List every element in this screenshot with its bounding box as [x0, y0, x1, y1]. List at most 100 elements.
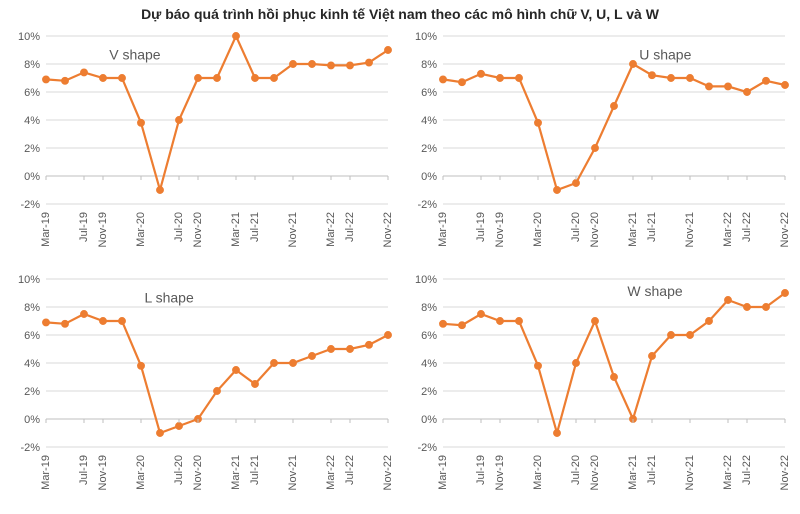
data-point [630, 61, 636, 67]
x-tick-label: Jul-22 [741, 455, 753, 485]
data-point [252, 381, 258, 387]
y-tick-label: 4% [24, 115, 40, 127]
data-point [478, 71, 484, 77]
data-point [214, 388, 220, 394]
data-point [668, 332, 674, 338]
data-point [119, 318, 125, 324]
panel-v-shape: -2%0%2%4%6%8%10%Mar-19Jul-19Nov-19Mar-20… [8, 28, 395, 265]
x-tick-label: Jul-19 [78, 212, 90, 242]
subplot-title: V shape [109, 47, 161, 63]
data-point [366, 342, 372, 348]
x-tick-label: Nov-19 [494, 212, 506, 247]
x-tick-label: Jul-21 [249, 455, 261, 485]
data-point [573, 360, 579, 366]
data-point [366, 59, 372, 65]
data-point [649, 72, 655, 78]
x-tick-label: Nov-19 [494, 455, 506, 490]
y-tick-label: 0% [421, 171, 437, 183]
x-tick-label: Mar-21 [627, 212, 639, 247]
data-point [668, 75, 674, 81]
chart-grid: -2% 0% 2% 4% 6% 8% 10% Mar-19 Jul-19 Nov-19 Mar-20… [8, 28, 792, 508]
page-title: Dự báo quá trình hồi phục kinh tế Việt n… [8, 6, 792, 22]
y-tick-label: 10% [415, 31, 437, 43]
data-point [516, 318, 522, 324]
x-tick-label: Jul-21 [646, 212, 658, 242]
data-point [554, 430, 560, 436]
x-tick-label: Mar-21 [230, 212, 242, 247]
data-point [233, 367, 239, 373]
data-point [290, 61, 296, 67]
data-point [214, 75, 220, 81]
data-point [271, 75, 277, 81]
data-point [157, 430, 163, 436]
y-tick-label: -2% [20, 199, 40, 211]
data-point [763, 304, 769, 310]
data-point [592, 145, 598, 151]
data-point [782, 290, 788, 296]
y-tick-label: 8% [24, 302, 40, 314]
panel-u-shape: -2%0%2%4%6%8%10%Mar-19Jul-19Nov-19Mar-20… [405, 28, 792, 265]
y-tick-label: 8% [421, 59, 437, 71]
y-tick-label: 6% [24, 330, 40, 342]
x-tick-label: Nov-21 [287, 455, 299, 490]
x-tick-label: Mar-22 [722, 212, 734, 247]
x-tick-label: Nov-20 [192, 212, 204, 247]
y-tick-label: 6% [24, 87, 40, 99]
data-point [138, 363, 144, 369]
y-tick-label: -2% [20, 442, 40, 454]
x-tick-label: Nov-22 [779, 212, 791, 247]
data-point [347, 62, 353, 68]
y-tick-label: 2% [24, 386, 40, 398]
data-point [725, 83, 731, 89]
panel-l-shape: -2%0%2%4%6%8%10%Mar-19Jul-19Nov-19Mar-20… [8, 271, 395, 508]
data-point [62, 78, 68, 84]
data-point [271, 360, 277, 366]
data-point [176, 423, 182, 429]
data-point [687, 332, 693, 338]
x-tick-label: Jul-19 [475, 455, 487, 485]
data-point [649, 353, 655, 359]
data-point [478, 311, 484, 317]
data-point [440, 76, 446, 82]
x-tick-label: Jul-20 [570, 212, 582, 242]
x-tick-label: Mar-21 [627, 455, 639, 490]
x-tick-label: Jul-20 [570, 455, 582, 485]
x-tick-label: Nov-21 [287, 212, 299, 247]
data-point [252, 75, 258, 81]
y-tick-label: 2% [24, 143, 40, 155]
data-point [43, 76, 49, 82]
data-point [328, 62, 334, 68]
data-point [62, 321, 68, 327]
data-point [309, 61, 315, 67]
data-point [385, 332, 391, 338]
data-point [119, 75, 125, 81]
data-point [157, 187, 163, 193]
y-tick-label: 0% [421, 414, 437, 426]
y-tick-label: 4% [421, 358, 437, 370]
data-point [516, 75, 522, 81]
subplot-title: W shape [627, 283, 682, 299]
x-tick-label: Nov-22 [779, 455, 791, 490]
x-tick-label: Mar-20 [532, 212, 544, 247]
y-tick-label: 8% [24, 59, 40, 71]
y-tick-label: -2% [417, 442, 437, 454]
x-tick-label: Jul-20 [173, 455, 185, 485]
y-tick-label: 6% [421, 330, 437, 342]
subplot-title: U shape [639, 47, 691, 63]
x-tick-label: Nov-21 [684, 212, 696, 247]
x-tick-label: Nov-20 [589, 212, 601, 247]
x-tick-label: Mar-19 [437, 212, 449, 247]
data-point [497, 75, 503, 81]
x-tick-label: Jul-20 [173, 212, 185, 242]
data-point [611, 103, 617, 109]
data-point [497, 318, 503, 324]
data-point [138, 120, 144, 126]
x-tick-label: Mar-22 [722, 455, 734, 490]
data-point [100, 318, 106, 324]
x-tick-label: Nov-19 [97, 212, 109, 247]
chart-svg: -2%0%2%4%6%8%10%Mar-19Jul-19Nov-19Mar-20… [8, 28, 394, 262]
y-tick-label: 0% [24, 414, 40, 426]
y-tick-label: 6% [421, 87, 437, 99]
y-tick-label: 2% [421, 386, 437, 398]
data-point [176, 117, 182, 123]
